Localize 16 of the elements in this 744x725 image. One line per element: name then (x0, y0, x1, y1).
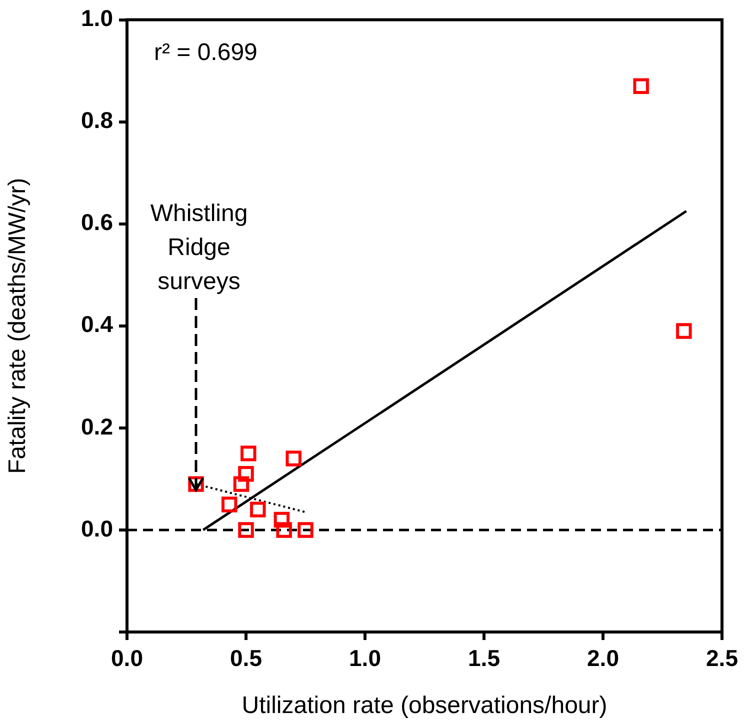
y-tick-label: 0.2 (81, 413, 113, 440)
x-axis-title: Utilization rate (observations/hour) (242, 692, 608, 720)
x-tick-label: 1.5 (468, 645, 500, 672)
y-axis-title: Fatality rate (deaths/MW/yr) (4, 178, 32, 474)
y-tick-label: 0.6 (81, 209, 113, 236)
x-tick-label: 2.0 (587, 645, 619, 672)
y-tick-label: 1.0 (81, 5, 113, 32)
x-tick-label: 1.0 (349, 645, 381, 672)
annotation: r² = 0.699 (154, 38, 258, 66)
y-tick-label: 0.8 (81, 107, 114, 134)
y-tick-label: 0.0 (81, 515, 113, 542)
x-tick-label: 2.5 (706, 645, 738, 672)
x-tick-label: 0.0 (111, 645, 143, 672)
y-tick-label: 0.4 (81, 311, 114, 338)
x-tick-label: 0.5 (230, 645, 262, 672)
annotation: Whistling Ridge surveys (150, 200, 248, 296)
